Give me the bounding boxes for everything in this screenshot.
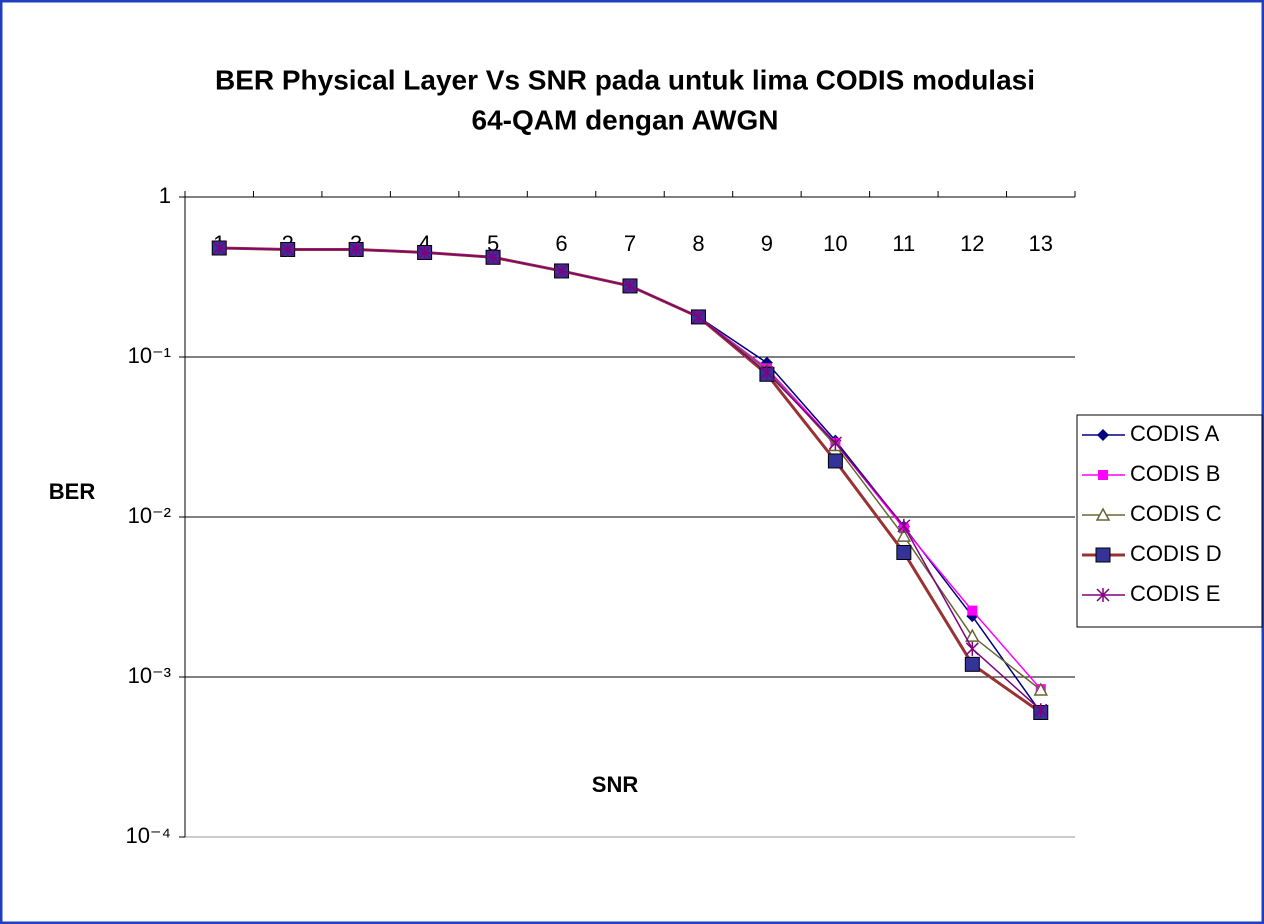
legend-marker: [1098, 470, 1108, 480]
x-tick-label: 6: [555, 231, 567, 256]
x-tick-label: 8: [692, 231, 704, 256]
legend-marker: [1095, 547, 1111, 563]
marker: [555, 263, 569, 278]
marker: [281, 242, 295, 257]
marker: [418, 245, 432, 260]
y-axis-label: BER: [49, 479, 96, 504]
series-line: [219, 247, 1042, 713]
x-tick-label: 9: [761, 231, 773, 256]
marker: [965, 641, 979, 656]
marker: [349, 242, 363, 257]
legend-marker: [1096, 588, 1110, 602]
series-line: [219, 247, 1042, 690]
marker: [965, 628, 980, 642]
x-axis-label: SNR: [592, 772, 639, 797]
legend-label: CODIS A: [1130, 421, 1220, 446]
marker: [964, 656, 980, 672]
marker: [486, 250, 500, 265]
legend-marker: [1097, 429, 1109, 441]
legend-label: CODIS B: [1130, 461, 1220, 486]
marker: [760, 365, 774, 380]
chart-title: BER Physical Layer Vs SNR pada untuk lim…: [215, 64, 1035, 95]
x-tick-label: 13: [1029, 231, 1053, 256]
marker: [212, 241, 226, 256]
legend-marker: [1095, 507, 1111, 521]
series-line: [219, 247, 1042, 691]
legend-label: CODIS E: [1130, 581, 1220, 606]
marker: [896, 544, 912, 560]
x-tick-label: 10: [823, 231, 847, 256]
series-line: [219, 246, 1042, 714]
marker: [623, 278, 637, 293]
y-tick-label: 1: [159, 183, 171, 208]
marker: [827, 453, 843, 469]
marker: [828, 436, 842, 451]
marker: [897, 518, 911, 533]
series-line: [219, 247, 1042, 711]
marker: [691, 309, 705, 324]
marker: [1034, 703, 1048, 718]
x-tick-label: 12: [960, 231, 984, 256]
legend-label: CODIS D: [1130, 541, 1222, 566]
x-tick-label: 11: [892, 231, 915, 256]
marker: [967, 605, 978, 616]
legend-box: [1076, 414, 1263, 628]
y-tick-label: 10⁻³: [128, 663, 171, 688]
x-tick-label: 5: [487, 231, 499, 256]
y-tick-label: 10⁻⁴: [125, 823, 171, 848]
y-tick-label: 10⁻¹: [128, 343, 171, 368]
marker: [1033, 682, 1049, 696]
x-tick-label: 7: [624, 231, 636, 256]
marker: [896, 528, 912, 542]
chart-title: 64-QAM dengan AWGN: [472, 104, 779, 135]
legend-label: CODIS C: [1130, 501, 1222, 526]
y-tick-label: 10⁻²: [128, 503, 171, 528]
